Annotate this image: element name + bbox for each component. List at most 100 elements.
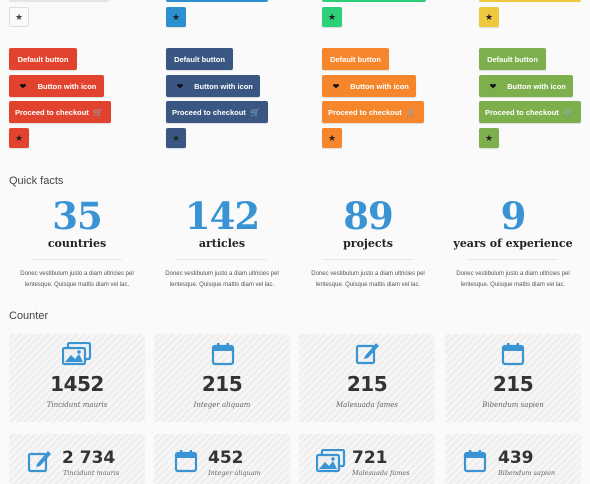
button-label: Default button	[487, 54, 538, 64]
counter-label: Integer aliquam	[193, 401, 251, 409]
fact-number: 35	[52, 194, 103, 238]
star-icon: ★	[327, 132, 337, 143]
icon-button-green[interactable]: ❤ Button with icon	[479, 75, 573, 97]
counter-number: 1452	[50, 372, 104, 396]
counter-number: 439	[498, 448, 534, 468]
heart-icon: ❤	[489, 81, 497, 91]
top-partial-button-2[interactable]	[166, 0, 268, 2]
edit-icon	[355, 343, 379, 365]
button-label: Default button	[174, 54, 225, 64]
default-button-green[interactable]: Default button	[479, 48, 546, 70]
counter-box: 215 Malesuada fames	[299, 334, 435, 422]
default-button-orange[interactable]: Default button	[322, 48, 389, 70]
calendar-icon	[501, 343, 525, 366]
star-icon: ★	[484, 132, 494, 143]
button-label: Proceed to checkout	[15, 107, 89, 117]
fact-label: articles	[198, 237, 246, 250]
button-label: Proceed to checkout	[172, 107, 246, 117]
star-icon: ★	[14, 11, 24, 22]
counter-label: Tincidunt mauris	[46, 401, 108, 409]
fact-years: 9 years of experience Donec vestibulum j…	[453, 196, 573, 291]
button-label: Button with icon	[194, 81, 253, 91]
fact-articles: 142 articles Donec vestibulum justo a di…	[162, 196, 282, 291]
pictures-icon	[62, 342, 92, 366]
counter-number: 215	[346, 372, 388, 396]
fact-description: Donec vestibulum justo a diam ultricies …	[456, 271, 570, 288]
icon-button-navy[interactable]: ❤ Button with icon	[166, 75, 260, 97]
fact-label: countries	[47, 237, 107, 250]
icon-button-orange[interactable]: ❤ Button with icon	[322, 75, 416, 97]
counter-label: Tincidunt mauris	[63, 469, 120, 477]
quick-facts-title: Quick facts	[9, 175, 64, 187]
top-partial-button-4[interactable]	[479, 0, 581, 2]
cart-icon: 🛒	[563, 107, 573, 117]
counter-box-small: 721 Malesuada fames	[299, 434, 435, 484]
counter-box-small: 2 734 Tincidunt mauris	[9, 434, 145, 484]
button-label: Proceed to checkout	[485, 107, 559, 117]
checkout-button-navy[interactable]: Proceed to checkout 🛒	[166, 101, 268, 123]
counter-number: 721	[352, 448, 388, 468]
icon-button-red[interactable]: ❤ Button with icon	[9, 75, 104, 97]
star-button-blue[interactable]: ★	[166, 7, 186, 27]
star-button-green[interactable]: ★	[479, 128, 499, 148]
fact-description: Donec vestibulum justo a diam ultricies …	[165, 271, 279, 288]
calendar-icon	[211, 343, 235, 366]
heart-icon: ❤	[19, 81, 27, 91]
checkout-button-green[interactable]: Proceed to checkout 🛒	[479, 101, 581, 123]
cart-icon: 🛒	[406, 107, 416, 117]
star-button-outline[interactable]: ★	[9, 7, 29, 27]
counter-box: 1452 Tincidunt mauris	[9, 334, 145, 422]
top-partial-button-3[interactable]	[322, 0, 426, 2]
fact-description: Donec vestibulum justo a diam ultricies …	[311, 271, 425, 288]
top-partial-button-1[interactable]	[9, 0, 109, 2]
counter-label: Bibendum sapien	[498, 469, 556, 477]
fact-divider	[177, 259, 267, 260]
counter-box: 215 Bibendum sapien	[445, 334, 581, 422]
star-icon: ★	[171, 11, 181, 22]
star-icon: ★	[14, 132, 24, 143]
fact-label: projects	[343, 237, 393, 250]
fact-description: Donec vestibulum justo a diam ultricies …	[20, 271, 134, 288]
star-button-yellow[interactable]: ★	[479, 7, 499, 27]
counter-label: Malesuada fames	[352, 469, 410, 477]
counter-label: Malesuada fames	[335, 401, 398, 409]
fact-projects: 89 projects Donec vestibulum justo a dia…	[308, 196, 428, 291]
edit-icon	[27, 451, 51, 473]
fact-number: 9	[500, 194, 527, 238]
counter-label: Integer aliquam	[208, 469, 261, 477]
button-label: Button with icon	[507, 81, 566, 91]
cart-icon: 🛒	[93, 107, 103, 117]
cart-icon: 🛒	[250, 107, 260, 117]
counter-box-small: 439 Bibendum sapien	[445, 434, 581, 484]
button-label: Button with icon	[350, 81, 409, 91]
fact-divider	[468, 259, 558, 260]
heart-icon: ❤	[332, 81, 340, 91]
counter-box: 215 Integer aliquam	[154, 334, 290, 422]
star-button-teal[interactable]: ★	[322, 7, 342, 27]
checkout-button-orange[interactable]: Proceed to checkout 🛒	[322, 101, 424, 123]
default-button-navy[interactable]: Default button	[166, 48, 233, 70]
pictures-icon	[316, 449, 346, 473]
fact-number: 142	[184, 194, 260, 238]
button-label: Default button	[17, 54, 69, 64]
star-button-orange[interactable]: ★	[322, 128, 342, 148]
default-button-red[interactable]: Default button	[9, 48, 77, 70]
button-label: Proceed to checkout	[328, 107, 402, 117]
fact-label: years of experience	[453, 237, 573, 250]
star-button-red[interactable]: ★	[9, 128, 29, 148]
counter-number: 215	[201, 372, 243, 396]
calendar-icon	[463, 450, 487, 473]
fact-divider	[32, 259, 122, 260]
counter-box-small: 452 Integer aliquam	[154, 434, 290, 484]
button-label: Button with icon	[37, 81, 97, 91]
star-icon: ★	[171, 132, 181, 143]
heart-icon: ❤	[176, 81, 184, 91]
counter-number: 2 734	[62, 448, 116, 468]
counter-number: 215	[492, 372, 534, 396]
star-icon: ★	[327, 11, 337, 22]
star-icon: ★	[484, 11, 494, 22]
star-button-navy[interactable]: ★	[166, 128, 186, 148]
counter-number: 452	[208, 448, 244, 468]
checkout-button-red[interactable]: Proceed to checkout 🛒	[9, 101, 111, 123]
fact-number: 89	[343, 194, 394, 238]
